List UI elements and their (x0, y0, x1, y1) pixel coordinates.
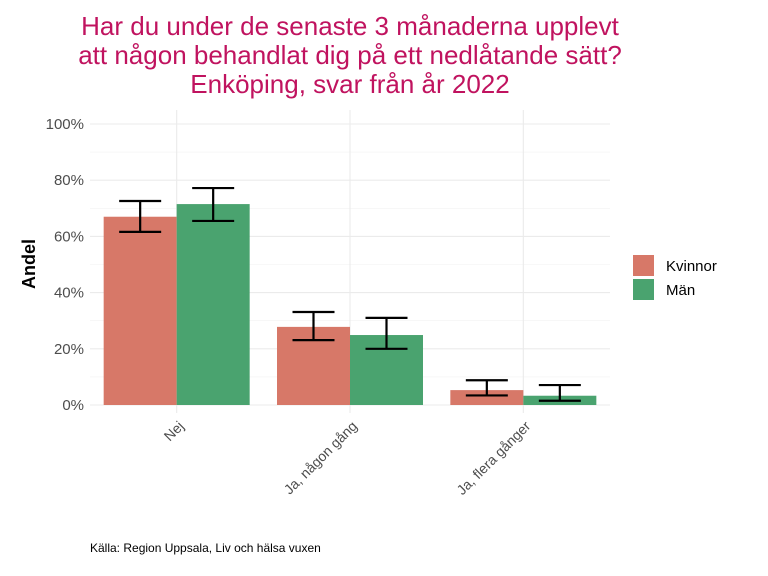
legend-swatch (633, 279, 654, 300)
legend-swatch (633, 255, 654, 276)
x-tick-label: Ja, flera gånger (453, 418, 533, 498)
title-line-1: Har du under de senaste 3 månaderna uppl… (81, 11, 619, 41)
y-axis-label: Andel (19, 239, 39, 289)
x-tick-label: Ja, någon gång (281, 418, 361, 498)
y-tick-label: 80% (54, 172, 84, 189)
legend-label: Män (666, 282, 695, 299)
legend-label: Kvinnor (666, 258, 717, 275)
y-tick-label: 60% (54, 228, 84, 245)
bar (450, 390, 524, 405)
y-tick-label: 40% (54, 285, 84, 302)
y-tick-label: 0% (62, 397, 84, 414)
bar (176, 204, 250, 405)
title-line-3: Enköping, svar från år 2022 (190, 69, 510, 99)
chart-title: Har du under de senaste 3 månaderna uppl… (0, 12, 700, 99)
title-line-2: att någon behandlat dig på ett nedlåtand… (78, 40, 622, 70)
caption: Källa: Region Uppsala, Liv och hälsa vux… (90, 541, 321, 555)
bar (103, 216, 177, 405)
y-tick-label: 100% (46, 116, 84, 133)
y-tick-label: 20% (54, 341, 84, 358)
x-tick-label: Nej (161, 418, 187, 444)
